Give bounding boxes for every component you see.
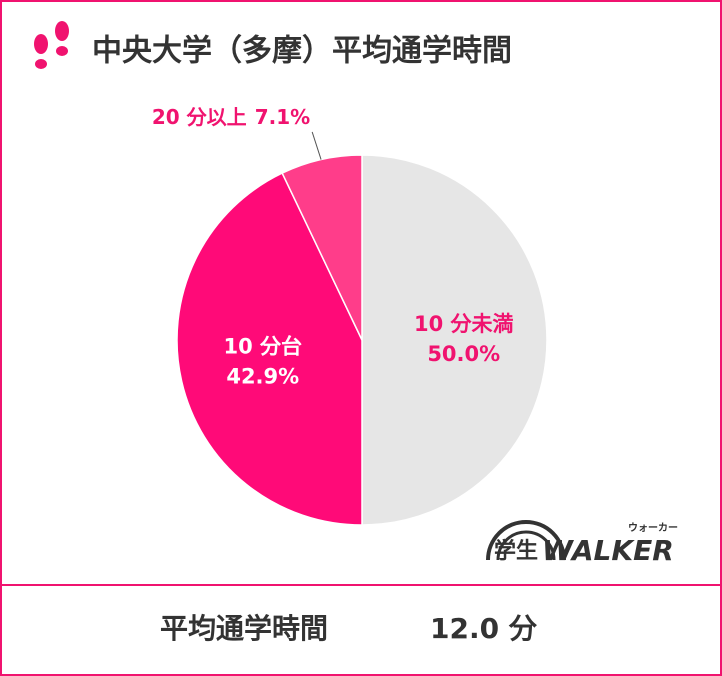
logo-main: 学生 — [494, 538, 538, 564]
heel — [35, 59, 47, 69]
logo-arc — [486, 520, 566, 561]
slice-category: 10 分台 — [223, 335, 302, 359]
slice-category: 20 分以上 — [152, 104, 247, 128]
logo-kana: ウォーカー — [628, 522, 678, 534]
foot — [55, 21, 69, 41]
slice-value: 50.0% — [427, 342, 500, 366]
footsteps-icon — [34, 21, 69, 69]
heel — [56, 46, 68, 56]
logo-brand: WALKER — [542, 534, 674, 567]
summary-value: 12.0 分 — [430, 612, 538, 645]
pie-slice — [176, 172, 363, 526]
logo-arc — [496, 530, 556, 561]
summary-label: 平均通学時間 — [160, 612, 328, 645]
pie: 10 分未満 50.0% 10 分台 42.9% 20 分以上 7.1% — [152, 104, 548, 526]
leader-line — [311, 131, 322, 160]
logo: 学生 WALKER ウォーカー — [486, 520, 678, 567]
chart-title: 中央大学（多摩）平均通学時間 — [92, 34, 512, 69]
slice-label: 20 分以上 7.1% — [152, 104, 310, 128]
pie-slice — [361, 154, 548, 526]
slice-value: 7.1% — [255, 104, 310, 128]
slice-category: 10 分未満 — [414, 312, 514, 336]
slice-value: 42.9% — [226, 365, 299, 389]
foot — [34, 34, 48, 54]
